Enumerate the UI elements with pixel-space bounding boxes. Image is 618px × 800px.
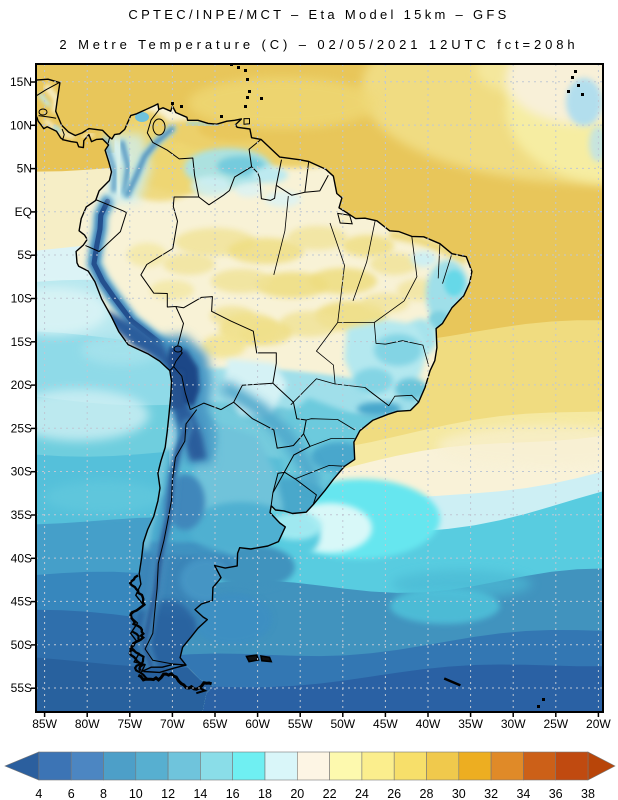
svg-text:10: 10 <box>129 787 143 800</box>
svg-text:30: 30 <box>452 787 466 800</box>
svg-text:25W: 25W <box>543 717 568 731</box>
svg-text:40W: 40W <box>416 717 441 731</box>
svg-text:40S: 40S <box>11 551 32 565</box>
svg-text:20W: 20W <box>586 717 611 731</box>
svg-text:12: 12 <box>161 787 175 800</box>
svg-text:24: 24 <box>355 787 369 800</box>
svg-text:45S: 45S <box>11 595 32 609</box>
svg-text:32: 32 <box>484 787 498 800</box>
svg-text:80W: 80W <box>75 717 100 731</box>
svg-text:8: 8 <box>100 787 107 800</box>
svg-text:10N: 10N <box>10 118 32 132</box>
svg-text:5S: 5S <box>17 248 32 262</box>
svg-text:36: 36 <box>549 787 563 800</box>
svg-text:38: 38 <box>581 787 595 800</box>
svg-text:6: 6 <box>68 787 75 800</box>
svg-text:75W: 75W <box>117 717 142 731</box>
svg-text:20: 20 <box>290 787 304 800</box>
svg-text:15S: 15S <box>11 335 32 349</box>
svg-text:34: 34 <box>516 787 530 800</box>
svg-text:55W: 55W <box>288 717 313 731</box>
svg-text:CPTEC/INPE/MCT – Eta Model 15: CPTEC/INPE/MCT – Eta Model 15km – GFS <box>128 7 509 22</box>
svg-text:28: 28 <box>420 787 434 800</box>
svg-text:65W: 65W <box>203 717 228 731</box>
svg-text:14: 14 <box>193 787 207 800</box>
svg-text:5N: 5N <box>17 162 32 176</box>
svg-text:25S: 25S <box>11 421 32 435</box>
svg-text:50W: 50W <box>330 717 355 731</box>
svg-text:85W: 85W <box>32 717 57 731</box>
svg-text:70W: 70W <box>160 717 185 731</box>
svg-text:45W: 45W <box>373 717 398 731</box>
svg-text:30S: 30S <box>11 465 32 479</box>
svg-text:26: 26 <box>387 787 401 800</box>
svg-text:55S: 55S <box>11 681 32 695</box>
svg-text:EQ: EQ <box>15 205 32 219</box>
svg-text:35S: 35S <box>11 508 32 522</box>
svg-text:30W: 30W <box>501 717 526 731</box>
svg-text:22: 22 <box>323 787 337 800</box>
svg-text:2 Metre Temperature (C) – 02/0: 2 Metre Temperature (C) – 02/05/2021 12U… <box>59 37 578 52</box>
svg-text:20S: 20S <box>11 378 32 392</box>
svg-text:18: 18 <box>258 787 272 800</box>
svg-text:60W: 60W <box>245 717 270 731</box>
svg-text:15N: 15N <box>10 75 32 89</box>
svg-text:50S: 50S <box>11 638 32 652</box>
svg-text:4: 4 <box>35 787 42 800</box>
svg-text:10S: 10S <box>11 292 32 306</box>
svg-text:35W: 35W <box>458 717 483 731</box>
svg-text:16: 16 <box>226 787 240 800</box>
